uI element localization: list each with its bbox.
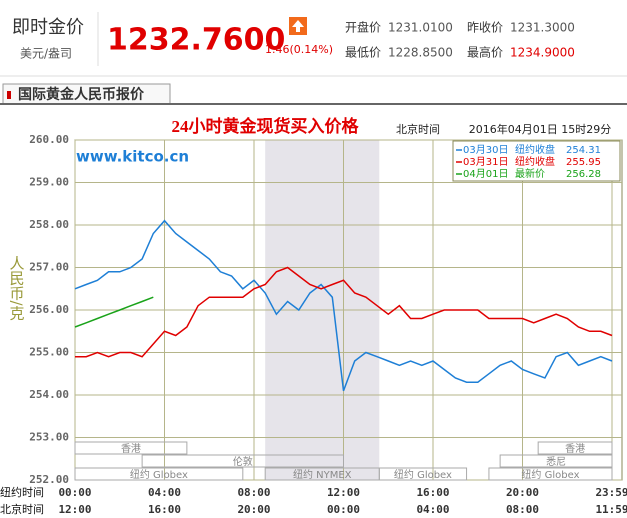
chart: 24小时黄金现货买入价格 北京时间 2016年04月01日 15时29分 人民币…	[0, 116, 627, 516]
tab-marker	[7, 91, 11, 99]
x-tick-label: 08:00	[237, 486, 270, 499]
session-box	[488, 467, 613, 481]
session-label: 悉尼	[546, 456, 566, 468]
x2-tick-label: 16:00	[148, 503, 181, 516]
x-tick-label: 00:00	[58, 486, 91, 499]
watermark: www.kitco.cn	[76, 148, 189, 166]
legend-note: 最新价	[515, 167, 545, 180]
x-tick-label: 20:00	[506, 486, 539, 499]
y-tick-label: 260.00	[29, 133, 69, 146]
session-box	[499, 454, 613, 468]
session-box	[141, 454, 344, 468]
field-label: 最高价	[467, 45, 503, 60]
series-line	[74, 219, 613, 392]
x-axis-label: 纽约时间	[0, 485, 44, 499]
x2-tick-label: 12:00	[58, 503, 91, 516]
timestamp: 2016年04月01日 15时29分	[469, 122, 611, 136]
series-line	[75, 266, 613, 358]
field-value: 1234.9000	[510, 46, 575, 60]
up-arrow	[292, 20, 304, 32]
field-label: 开盘价	[345, 20, 381, 35]
session-label: 纽约 NYMEX	[293, 468, 352, 481]
x2-tick-label: 00:00	[327, 503, 360, 516]
quote-unit: 美元/盎司	[20, 47, 72, 61]
session-label: 纽约 Globex	[521, 468, 579, 481]
x-tick-label: 16:00	[416, 486, 449, 499]
session-label: 纽约 Globex	[394, 468, 452, 481]
legend-name: 03月30日	[463, 144, 508, 156]
session-box	[74, 467, 244, 481]
y-axis-label: 人民币/克	[8, 255, 26, 321]
legend-value: 254.31	[566, 145, 601, 156]
legend-value: 255.95	[566, 157, 601, 168]
legend-note: 纽约收盘	[515, 155, 555, 168]
tab[interactable]	[2, 83, 171, 104]
y-tick-label: 258.00	[29, 218, 69, 231]
field-value: 1228.8500	[388, 46, 453, 60]
time-label: 北京时间	[396, 122, 440, 136]
field-label: 最低价	[345, 46, 381, 60]
x2-axis-label: 北京时间	[0, 502, 44, 516]
field-label: 昨收价	[467, 21, 503, 35]
y-tick-label: 259.00	[29, 176, 69, 189]
field-value: 1231.3000	[510, 21, 575, 35]
session-label: 伦敦	[233, 455, 253, 468]
y-tick-label: 254.00	[29, 388, 69, 401]
x-tick-label: 12:00	[327, 486, 360, 499]
legend-note: 纽约收盘	[515, 143, 555, 156]
tab-title[interactable]: 国际黄金人民币报价	[18, 86, 145, 103]
session-box	[537, 441, 613, 455]
x-tick-label: 23:59	[595, 486, 627, 499]
legend-name: 03月31日	[463, 156, 508, 168]
x2-tick-label: 08:00	[506, 503, 539, 516]
chart-title: 24小时黄金现货买入价格	[172, 116, 360, 136]
y-tick-label: 255.00	[29, 346, 69, 359]
quote-change: 1.46(0.14%)	[265, 43, 333, 56]
y-tick-label: 252.00	[29, 473, 69, 486]
x2-tick-label: 20:00	[237, 503, 270, 516]
quote-fields: 开盘价 1231.0100 昨收价 1231.3000 最低价 1228.8500 最高价 1…	[345, 20, 575, 60]
session-label: 香港	[565, 443, 585, 455]
quote-price: 1232.7600	[107, 23, 285, 58]
x2-tick-label: 11:59	[595, 503, 627, 516]
session-box	[378, 467, 468, 481]
session-label: 纽约 Globex	[130, 468, 188, 481]
legend-box	[452, 140, 621, 182]
y-tick-label: 257.00	[29, 261, 69, 274]
y-tick-label: 253.00	[29, 431, 69, 444]
y-tick-label: 256.00	[29, 303, 69, 316]
quote-title: 即时金价	[12, 17, 84, 38]
session-label: 香港	[121, 443, 141, 455]
legend-name: 04月01日	[463, 168, 508, 180]
legend-value: 256.28	[566, 169, 601, 180]
series-line	[74, 296, 154, 328]
x-tick-label: 04:00	[148, 486, 181, 499]
field-value: 1231.0100	[388, 21, 453, 35]
x2-tick-label: 04:00	[416, 503, 449, 516]
session-box	[74, 441, 188, 455]
